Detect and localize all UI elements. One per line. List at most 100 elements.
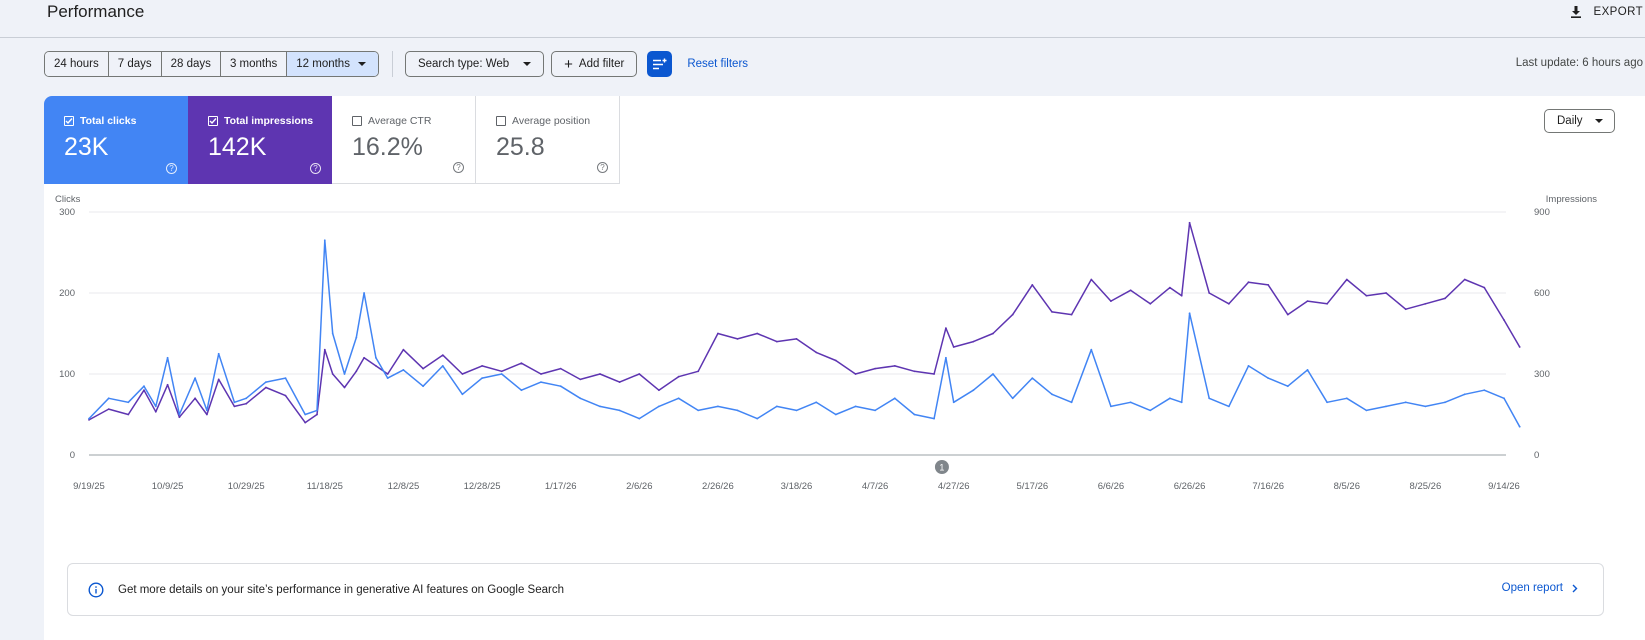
checkbox-checked-icon[interactable]: [64, 116, 74, 126]
date-range-28d[interactable]: 28 days: [161, 52, 221, 76]
add-filter-button[interactable]: + Add filter: [551, 51, 638, 77]
x-tick-label: 4/27/26: [938, 481, 970, 492]
y-left-tick-label: 300: [59, 207, 75, 218]
y-right-axis-title: Impressions: [1546, 194, 1597, 205]
impressions-series-point: [815, 351, 818, 354]
clicks-series-point: [481, 377, 483, 379]
impressions-series-point: [1247, 281, 1250, 284]
impressions-series-point: [1129, 289, 1132, 292]
clicks-series-point: [1247, 365, 1250, 367]
clicks-series-point: [1031, 377, 1034, 379]
clicks-series-point: [441, 365, 444, 367]
y-right-tick-label: 900: [1534, 207, 1550, 218]
clicks-series-point: [756, 417, 759, 420]
date-range-12m[interactable]: 12 months: [287, 52, 378, 76]
ai-features-banner: Get more details on your site’s performa…: [67, 563, 1604, 616]
x-tick-label: 6/6/26: [1098, 481, 1124, 492]
y-left-axis-title: Clicks: [55, 194, 81, 205]
impressions-series-point: [874, 367, 876, 370]
impressions-series-point: [697, 370, 700, 373]
banner-text: Get more details on your site’s performa…: [118, 583, 564, 596]
x-tick-label: 9/14/26: [1488, 481, 1520, 492]
x-tick-label: 1/17/26: [545, 481, 577, 492]
metric-average-position[interactable]: Average position 25.8 ?: [476, 96, 620, 184]
download-icon: [1570, 6, 1581, 18]
impressions-series-point: [1208, 292, 1211, 294]
clicks-series-point: [1306, 369, 1309, 371]
metric-label-row: Average CTR: [352, 115, 431, 127]
metric-value: 16.2%: [352, 133, 423, 161]
help-icon[interactable]: ?: [166, 163, 177, 174]
granularity-label: Daily: [1557, 115, 1583, 127]
clicks-series-point: [316, 409, 318, 412]
help-icon[interactable]: ?: [310, 163, 321, 174]
impressions-series-point: [1306, 300, 1309, 302]
clicks-series-point: [1110, 405, 1112, 408]
help-icon[interactable]: ?: [453, 162, 464, 173]
impressions-series-point: [355, 370, 358, 373]
metric-total-clicks[interactable]: Total clicks 23K ?: [44, 96, 188, 184]
metric-total-impressions[interactable]: Total impressions 142K ?: [188, 96, 332, 184]
date-range-3m[interactable]: 3 months: [220, 52, 288, 76]
impressions-series-point: [245, 402, 248, 405]
clicks-series-point: [697, 409, 700, 412]
clicks-series-point: [284, 377, 287, 379]
impressions-series-point: [1267, 284, 1270, 286]
open-report-link[interactable]: Open report: [1502, 582, 1578, 594]
clicks-series-point: [559, 385, 562, 388]
x-tick-label: 2/26/26: [702, 481, 734, 492]
clicks-series-point: [375, 356, 377, 359]
impressions-series-point: [1070, 313, 1073, 316]
help-icon[interactable]: ?: [597, 162, 608, 173]
impressions-series-point: [913, 370, 916, 373]
clicks-series-point: [1483, 389, 1486, 392]
impressions-series-point: [1365, 294, 1368, 297]
clicks-series-point: [815, 401, 818, 404]
checkbox-unchecked-icon[interactable]: [496, 116, 506, 126]
clicks-series-point: [520, 389, 523, 392]
metric-label-row: Total clicks: [64, 115, 136, 127]
metric-label: Total impressions: [224, 115, 314, 127]
checkbox-checked-icon[interactable]: [208, 116, 218, 126]
metric-label: Average CTR: [368, 115, 432, 127]
clicks-series-point: [945, 356, 947, 359]
filter-settings-button[interactable]: [647, 51, 673, 77]
y-right-tick-label: 0: [1534, 450, 1539, 461]
clicks-series-point: [1385, 405, 1387, 408]
metric-cards: Total clicks 23K ? Total impressions 142…: [44, 96, 620, 184]
impressions-series-point: [316, 413, 318, 416]
clicks-series-point: [265, 381, 267, 383]
clicks-series-point: [1326, 401, 1328, 404]
x-tick-label: 2/6/26: [626, 481, 652, 492]
impressions-series-point: [854, 373, 857, 375]
impressions-series-point: [520, 362, 523, 365]
granularity-dropdown[interactable]: Daily: [1544, 109, 1615, 133]
metric-average-ctr[interactable]: Average CTR 16.2% ?: [332, 96, 476, 184]
impressions-series-point: [1110, 300, 1112, 302]
clicks-series-point: [233, 401, 236, 404]
chevron-right-icon: [1572, 584, 1578, 592]
date-range-24h[interactable]: 24 hours: [45, 52, 109, 76]
clicks-series-point: [88, 417, 90, 420]
clicks-series-point: [579, 397, 582, 400]
metric-value: 25.8: [496, 133, 545, 161]
clicks-series-point: [913, 413, 916, 416]
export-button[interactable]: EXPORT: [1568, 4, 1643, 20]
impressions-series-point: [1149, 302, 1152, 305]
clicks-series-point: [1267, 377, 1270, 379]
clicks-series-point: [599, 405, 601, 408]
impressions-series-point: [500, 370, 503, 373]
clicks-series-point: [355, 336, 358, 339]
checkbox-unchecked-icon[interactable]: [352, 116, 362, 126]
clicks-series-point: [658, 405, 660, 408]
impressions-series-point: [166, 383, 169, 386]
impressions-series-point: [233, 405, 236, 408]
reset-filters-link[interactable]: Reset filters: [687, 58, 749, 70]
search-type-dropdown[interactable]: Search type: Web: [404, 51, 545, 77]
impressions-series-point: [1385, 292, 1387, 294]
impressions-series-point: [343, 386, 346, 389]
clicks-series-point: [618, 409, 621, 412]
metric-label-row: Average position: [496, 115, 590, 127]
impressions-series-point: [677, 375, 680, 378]
date-range-7d[interactable]: 7 days: [108, 52, 162, 76]
